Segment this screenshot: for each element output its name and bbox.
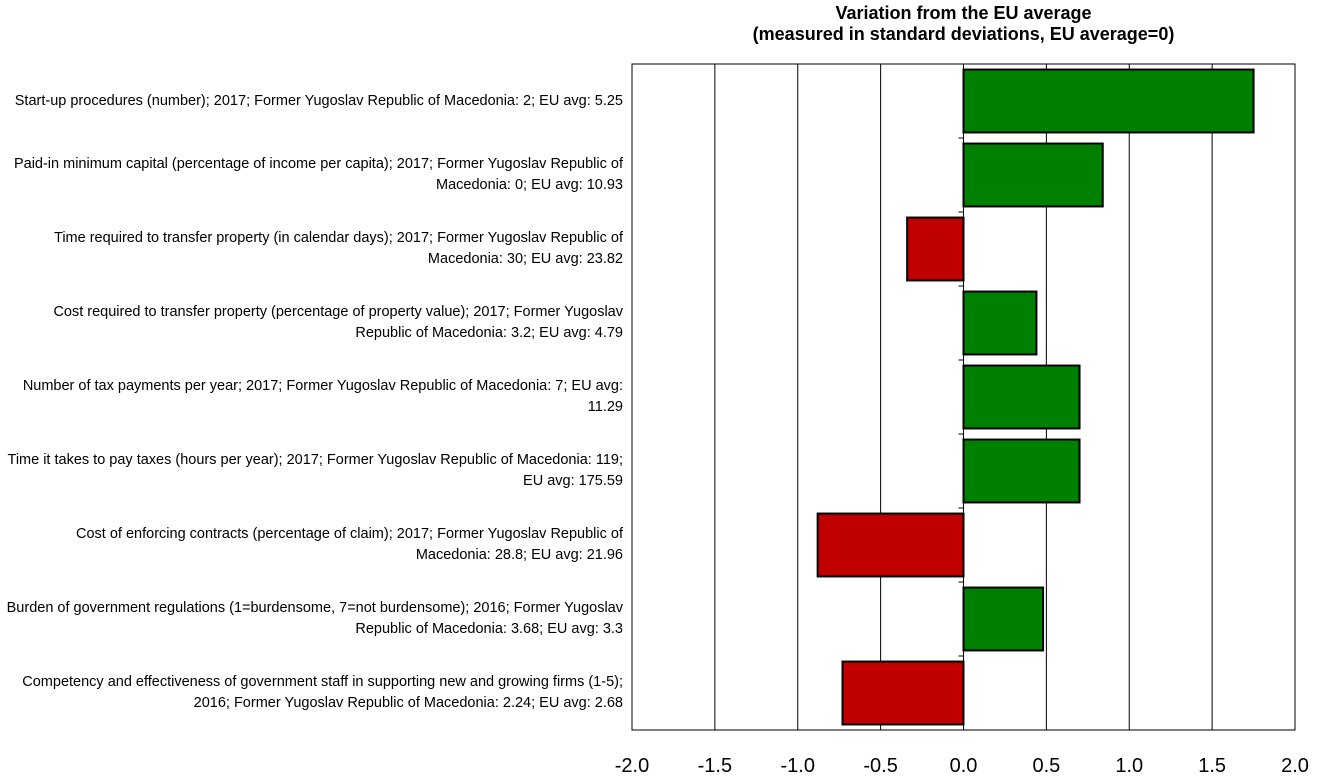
- bar: [962, 290, 1038, 356]
- y-tick-label: Burden of government regulations (1=burd…: [6, 600, 623, 637]
- y-tick-label: Cost required to transfer property (perc…: [53, 304, 623, 341]
- chart-title: (measured in standard deviations, EU ave…: [752, 24, 1175, 44]
- x-tick-label: -0.5: [863, 755, 897, 777]
- x-tick-label: -1.0: [781, 755, 815, 777]
- y-tick-label: Time required to transfer property (in c…: [54, 230, 623, 267]
- x-tick-label: 1.5: [1198, 755, 1226, 777]
- plot-border: [631, 63, 1296, 731]
- x-tick-label: 0.5: [1032, 755, 1060, 777]
- bar: [816, 512, 965, 578]
- y-tick-label: Cost of enforcing contracts (percentage …: [76, 526, 623, 563]
- x-tick-label: 1.0: [1115, 755, 1143, 777]
- x-tick-label: -2.0: [615, 755, 649, 777]
- bar: [962, 142, 1104, 208]
- y-tick-label: Time it takes to pay taxes (hours per ye…: [7, 452, 624, 489]
- bar: [906, 216, 965, 282]
- x-tick-label: 2.0: [1281, 755, 1309, 777]
- y-tick-label: Paid-in minimum capital (percentage of i…: [13, 156, 623, 193]
- x-tick-label: 0.0: [950, 755, 978, 777]
- y-tick-label: Number of tax payments per year; 2017; F…: [22, 378, 623, 415]
- y-tick-label: Competency and effectiveness of governme…: [22, 674, 623, 711]
- y-tick-label: Start-up procedures (number); 2017; Form…: [14, 92, 623, 109]
- bar: [841, 660, 965, 726]
- chart-title: Variation from the EU average: [835, 3, 1092, 23]
- bar: [962, 68, 1255, 134]
- bar: [962, 586, 1045, 652]
- x-tick-label: -1.5: [698, 755, 732, 777]
- bar: [962, 364, 1081, 430]
- bar: [962, 438, 1081, 504]
